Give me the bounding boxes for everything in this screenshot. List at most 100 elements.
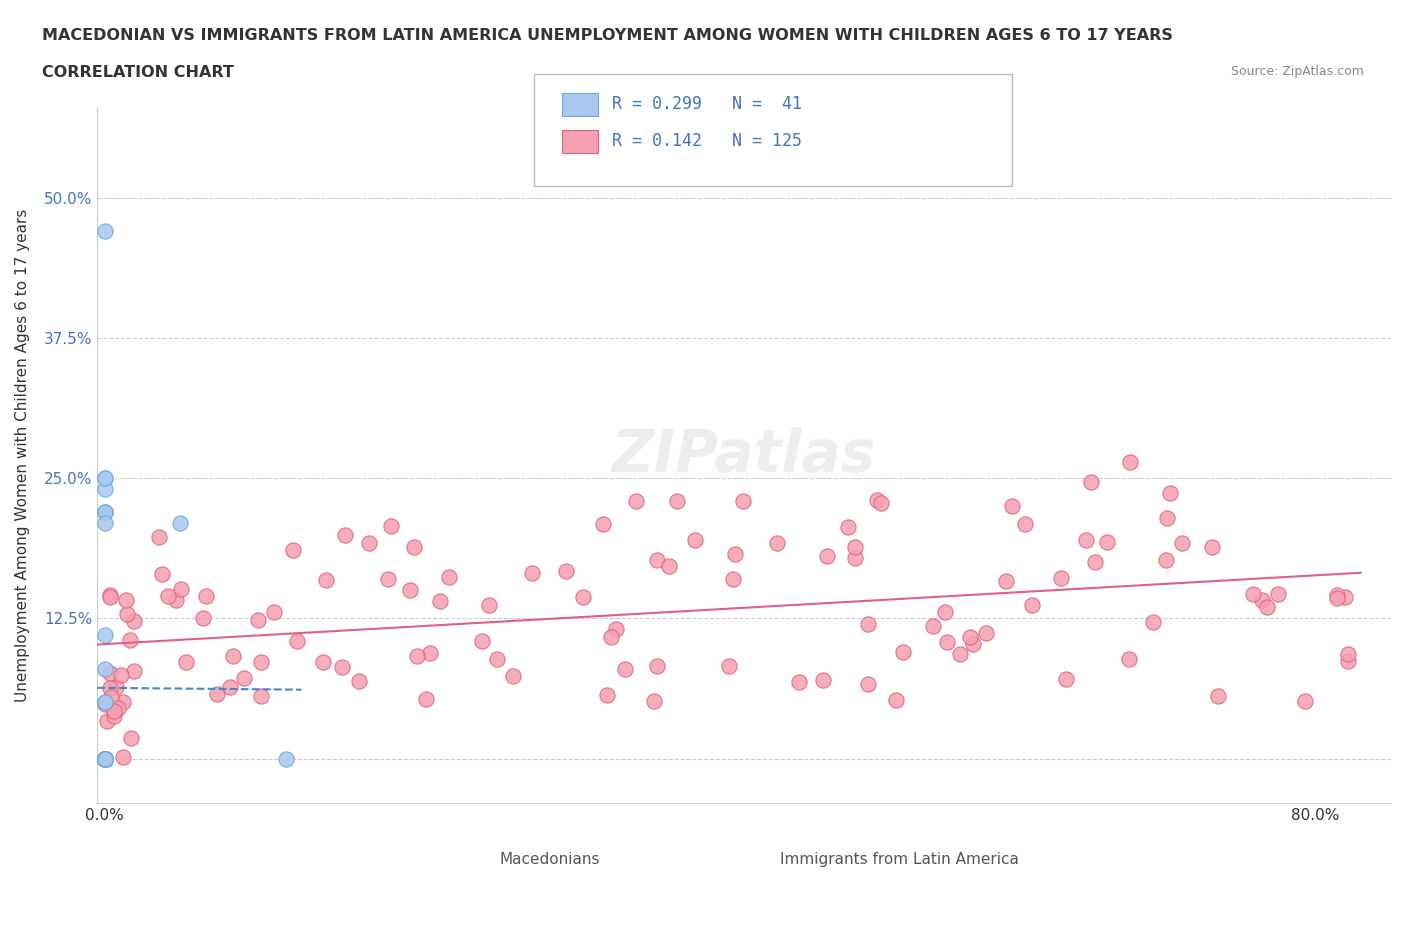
Immigrants from Latin America: [1294, 693, 1316, 708]
Immigrants from Latin America: [599, 630, 621, 644]
Immigrants from Latin America: [922, 619, 945, 634]
Immigrants from Latin America: [1084, 555, 1107, 570]
Immigrants from Latin America: [250, 689, 273, 704]
Macedonians: [94, 751, 117, 766]
Immigrants from Latin America: [624, 494, 647, 509]
Macedonians: [94, 661, 117, 676]
Immigrants from Latin America: [645, 553, 668, 568]
Bar: [718, 834, 770, 856]
Macedonians: [94, 751, 117, 766]
Immigrants from Latin America: [335, 527, 357, 542]
Immigrants from Latin America: [439, 569, 461, 584]
Text: R = 0.299   N =  41: R = 0.299 N = 41: [612, 95, 801, 113]
Immigrants from Latin America: [721, 572, 744, 587]
Immigrants from Latin America: [249, 655, 271, 670]
Immigrants from Latin America: [98, 588, 121, 603]
Macedonians: [94, 751, 117, 766]
Immigrants from Latin America: [122, 614, 145, 629]
Immigrants from Latin America: [717, 659, 740, 674]
Macedonians: [94, 751, 117, 766]
Immigrants from Latin America: [120, 731, 142, 746]
Immigrants from Latin America: [1118, 651, 1140, 666]
Immigrants from Latin America: [176, 655, 198, 670]
Immigrants from Latin America: [856, 676, 879, 691]
Immigrants from Latin America: [330, 659, 353, 674]
Immigrants from Latin America: [246, 613, 269, 628]
Immigrants from Latin America: [347, 673, 370, 688]
Immigrants from Latin America: [605, 621, 627, 636]
Immigrants from Latin America: [285, 633, 308, 648]
Immigrants from Latin America: [555, 564, 578, 578]
Immigrants from Latin America: [974, 626, 997, 641]
Text: MACEDONIAN VS IMMIGRANTS FROM LATIN AMERICA UNEMPLOYMENT AMONG WOMEN WITH CHILDR: MACEDONIAN VS IMMIGRANTS FROM LATIN AMER…: [42, 28, 1173, 43]
Immigrants from Latin America: [357, 536, 380, 551]
Macedonians: [94, 471, 117, 485]
Immigrants from Latin America: [683, 532, 706, 547]
Macedonians: [94, 751, 117, 766]
Immigrants from Latin America: [1170, 536, 1192, 551]
Immigrants from Latin America: [856, 617, 879, 631]
Macedonians: [94, 751, 117, 766]
Immigrants from Latin America: [844, 539, 866, 554]
Immigrants from Latin America: [1054, 671, 1077, 686]
Immigrants from Latin America: [870, 496, 893, 511]
Immigrants from Latin America: [1337, 647, 1360, 662]
Macedonians: [94, 504, 117, 519]
Immigrants from Latin America: [115, 606, 138, 621]
Immigrants from Latin America: [311, 655, 333, 670]
Immigrants from Latin America: [866, 493, 889, 508]
Immigrants from Latin America: [1154, 552, 1177, 567]
Immigrants from Latin America: [645, 658, 668, 673]
Macedonians: [94, 751, 117, 766]
Bar: [433, 834, 485, 856]
Immigrants from Latin America: [1050, 571, 1073, 586]
Immigrants from Latin America: [232, 671, 254, 685]
Immigrants from Latin America: [592, 516, 614, 531]
Immigrants from Latin America: [107, 700, 129, 715]
Y-axis label: Unemployment Among Women with Children Ages 6 to 17 years: Unemployment Among Women with Children A…: [15, 209, 30, 702]
Macedonians: [94, 751, 117, 766]
Macedonians: [94, 751, 117, 766]
Immigrants from Latin America: [1326, 588, 1348, 603]
Macedonians: [94, 751, 117, 766]
Immigrants from Latin America: [165, 592, 187, 607]
Macedonians: [94, 751, 117, 766]
Immigrants from Latin America: [98, 589, 121, 604]
Immigrants from Latin America: [419, 645, 441, 660]
Immigrants from Latin America: [377, 572, 399, 587]
Immigrants from Latin America: [222, 648, 245, 663]
Immigrants from Latin America: [111, 750, 134, 764]
Immigrants from Latin America: [110, 668, 132, 683]
Immigrants from Latin America: [1337, 654, 1360, 669]
Macedonians: [94, 751, 117, 766]
Macedonians: [94, 751, 117, 766]
Macedonians: [94, 224, 117, 239]
Macedonians: [94, 482, 117, 497]
Immigrants from Latin America: [1326, 591, 1348, 605]
Macedonians: [94, 628, 117, 643]
Immigrants from Latin America: [934, 604, 956, 619]
Macedonians: [94, 751, 117, 766]
Immigrants from Latin America: [811, 672, 834, 687]
Macedonians: [94, 751, 117, 766]
Immigrants from Latin America: [219, 680, 242, 695]
Immigrants from Latin America: [1334, 590, 1357, 604]
Macedonians: [94, 751, 117, 766]
Text: ZIPatlas: ZIPatlas: [612, 427, 876, 485]
Immigrants from Latin America: [614, 662, 637, 677]
Immigrants from Latin America: [787, 674, 810, 689]
Immigrants from Latin America: [281, 542, 304, 557]
Immigrants from Latin America: [194, 589, 217, 604]
Immigrants from Latin America: [1251, 592, 1274, 607]
Immigrants from Latin America: [1095, 535, 1118, 550]
Macedonians: [94, 751, 117, 766]
Macedonians: [94, 751, 117, 766]
Immigrants from Latin America: [170, 582, 193, 597]
Immigrants from Latin America: [935, 635, 957, 650]
Immigrants from Latin America: [731, 494, 754, 509]
Immigrants from Latin America: [959, 630, 981, 644]
Macedonians: [94, 695, 117, 710]
Macedonians: [94, 504, 117, 519]
Immigrants from Latin America: [380, 519, 402, 534]
Immigrants from Latin America: [949, 647, 972, 662]
